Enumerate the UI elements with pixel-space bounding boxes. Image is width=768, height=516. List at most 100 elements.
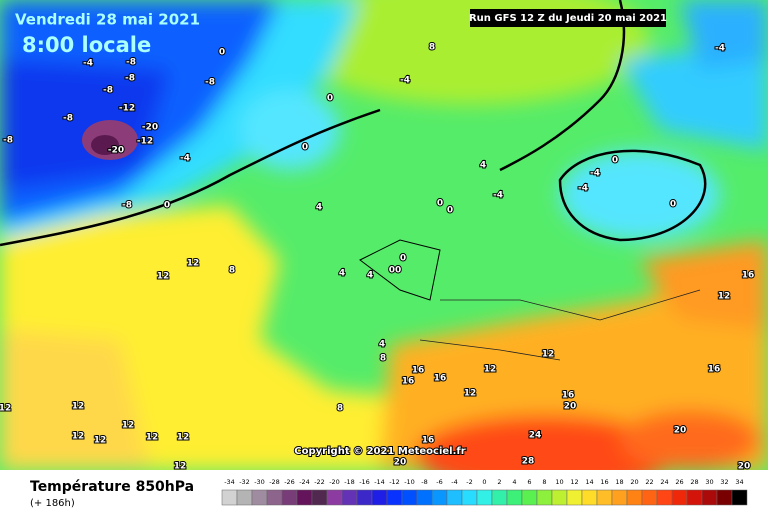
- scale-label: 28: [690, 478, 698, 486]
- scale-swatch: [551, 489, 568, 506]
- contour-label: 8: [229, 266, 235, 276]
- contour-label: 8: [337, 404, 343, 414]
- contour-label: -20: [108, 146, 124, 156]
- contour-label: 12: [464, 389, 477, 399]
- scale-swatch: [356, 489, 373, 506]
- scale-swatch: [536, 489, 553, 506]
- contour-label: 12: [72, 432, 85, 442]
- contour-label: 0: [327, 94, 333, 104]
- scale-label: 8: [542, 478, 546, 486]
- run-info: Run GFS 12 Z du Jeudi 20 mai 2021: [469, 13, 667, 24]
- scale-swatch: [521, 489, 538, 506]
- contour-label: 4: [480, 161, 486, 171]
- contour-label: 12: [718, 292, 731, 302]
- scale-swatch: [461, 489, 478, 506]
- scale-swatch: [296, 489, 313, 506]
- footer-lead: (+ 186h): [30, 498, 75, 509]
- contour-label: 12: [0, 404, 11, 414]
- contour-label: 12: [174, 462, 187, 472]
- scale-label: 4: [512, 478, 516, 486]
- contour-label: -12: [119, 104, 135, 114]
- contour-label: 4: [316, 203, 322, 213]
- contour-label: 12: [157, 272, 170, 282]
- contour-label: 12: [484, 365, 497, 375]
- scale-swatch: [581, 489, 598, 506]
- scale-label: 14: [585, 478, 593, 486]
- scale-label: -2: [466, 478, 472, 486]
- contour-label: 0: [164, 201, 170, 211]
- scale-label: 26: [675, 478, 683, 486]
- run-box: [470, 9, 666, 27]
- scale-label: -20: [329, 478, 340, 486]
- contour-label: -4: [493, 191, 503, 201]
- contour-label: -8: [3, 136, 13, 146]
- scale-swatch: [446, 489, 463, 506]
- contour-label: -4: [590, 169, 600, 179]
- scale-swatch: [476, 489, 493, 506]
- scale-swatch: [671, 489, 688, 506]
- scale-label: -22: [314, 478, 325, 486]
- contour-label: 12: [122, 421, 135, 431]
- contour-label: 0: [400, 254, 406, 264]
- scale-swatch: [371, 489, 388, 506]
- scale-swatch: [656, 489, 673, 506]
- contour-label: 4: [339, 269, 345, 279]
- contour-label: 20: [394, 458, 407, 468]
- contour-label: 16: [434, 374, 447, 384]
- contour-label: 20: [564, 402, 577, 412]
- contour-label: 0: [612, 156, 618, 166]
- contour-label: 24: [529, 431, 542, 441]
- scale-swatch: [281, 489, 298, 506]
- color-scale: -34 -32 -30 -28 -26 -24 -22 -20 -18 -16 -14 -12 -10-…: [221, 478, 748, 506]
- contour-label: 16: [562, 391, 575, 401]
- scale-swatch: [341, 489, 358, 506]
- scale-label: -30: [254, 478, 265, 486]
- scale-swatch: [311, 489, 328, 506]
- scale-label: -14: [374, 478, 385, 486]
- contour-label: -20: [142, 123, 158, 133]
- scale-label: 16: [600, 478, 608, 486]
- scale-label: -24: [299, 478, 310, 486]
- contour-label: -8: [205, 78, 215, 88]
- scale-label: -16: [359, 478, 370, 486]
- contour-label: 12: [94, 436, 107, 446]
- scale-swatch: [386, 489, 403, 506]
- contour-label: -4: [83, 59, 93, 69]
- scale-label: 12: [570, 478, 578, 486]
- scale-label: -34: [224, 478, 235, 486]
- contour-label: 4: [379, 340, 385, 350]
- contour-label: 0: [447, 206, 453, 216]
- contour-label: 8: [380, 354, 386, 364]
- contour-label: 28: [522, 457, 535, 467]
- contour-label: -8: [63, 114, 73, 124]
- contour-label: 4: [367, 271, 373, 281]
- contour-label: 20: [674, 426, 687, 436]
- contour-label: 20: [738, 462, 751, 472]
- scale-swatch: [221, 489, 238, 506]
- scale-swatch: [686, 489, 703, 506]
- scale-label: -4: [451, 478, 457, 486]
- scale-label: -18: [344, 478, 355, 486]
- scale-label: 18: [615, 478, 623, 486]
- scale-label: 34: [735, 478, 743, 486]
- contour-label: -8: [125, 74, 135, 84]
- temperature-field: [0, 0, 768, 495]
- contour-label: 0: [219, 48, 225, 58]
- contour-label: 12: [542, 350, 555, 360]
- contour-label: 0: [437, 199, 443, 209]
- contour-label: 8: [429, 43, 435, 53]
- map-date: Vendredi 28 mai 2021: [15, 11, 200, 29]
- scale-swatch: [611, 489, 628, 506]
- footer-title: Température 850hPa: [30, 479, 194, 495]
- contour-label: -4: [400, 76, 410, 86]
- scale-swatch: [701, 489, 718, 506]
- scale-swatch: [431, 489, 448, 506]
- scale-label: 2: [497, 478, 501, 486]
- scale-swatch: [641, 489, 658, 506]
- contour-label: 0: [670, 200, 676, 210]
- copyright: Copyright © 2021 Meteociel.fr: [294, 446, 465, 457]
- scale-swatch: [491, 489, 508, 506]
- scale-label: 22: [645, 478, 653, 486]
- contour-label: -4: [180, 154, 190, 164]
